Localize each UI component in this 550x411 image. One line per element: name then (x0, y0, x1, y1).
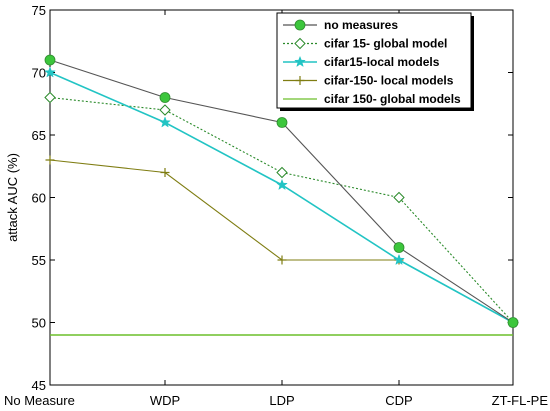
data-point (159, 104, 171, 116)
data-point (276, 166, 288, 179)
series-layer (44, 54, 519, 336)
y-axis-title: attack AUC (%) (5, 153, 20, 242)
x-tick-label: LDP (269, 393, 294, 408)
data-point (277, 255, 287, 265)
y-tick-label: 50 (32, 316, 46, 331)
data-point (159, 116, 171, 128)
x-tick-label: ZT-FL-PE (492, 393, 549, 408)
legend-entry: cifar 150- global models (283, 92, 461, 106)
y-tick-label: 45 (32, 378, 46, 393)
legend-label: cifar15-local models (324, 55, 440, 69)
x-axis: No Measure WDP LDP CDP ZT-FL-PE (4, 10, 548, 408)
y-tick-label: 60 (32, 191, 46, 206)
y-tick-label: 65 (32, 128, 46, 143)
data-point (160, 168, 170, 177)
data-point (44, 66, 56, 78)
data-point (393, 242, 405, 253)
legend-box (276, 12, 472, 109)
legend-entry: no measures (283, 18, 398, 32)
legend-marker (295, 76, 305, 85)
legend-marker (294, 55, 306, 68)
x-tick-label: CDP (385, 393, 412, 408)
y-tick-label: 70 (32, 66, 46, 81)
data-point (393, 191, 405, 204)
x-tick-label: No Measure (4, 393, 75, 408)
legend-label: no measures (324, 18, 398, 32)
legend-entry: cifar 15- global model (283, 37, 447, 51)
data-point (276, 178, 288, 191)
legend-entry: cifar-150- local models (283, 74, 454, 88)
y-tick-label: 75 (32, 3, 46, 18)
data-point (44, 54, 56, 66)
legend-marker (294, 19, 306, 31)
legend-entry: cifar15-local models (283, 55, 440, 69)
legend-label: cifar-150- local models (324, 74, 454, 88)
data-point (276, 117, 288, 128)
data-point (44, 91, 56, 104)
legend: no measures cifar 15- global model cifar15… (276, 12, 474, 111)
data-point (393, 253, 405, 266)
x-tick-label: WDP (150, 393, 180, 408)
data-point (159, 92, 171, 103)
data-point (45, 155, 55, 165)
data-point (507, 317, 519, 328)
legend-label: cifar 150- global models (324, 92, 461, 106)
series-1 (44, 54, 519, 328)
y-tick-label: 55 (32, 253, 46, 268)
legend-marker (294, 37, 306, 50)
legend-label: cifar 15- global model (324, 37, 447, 51)
